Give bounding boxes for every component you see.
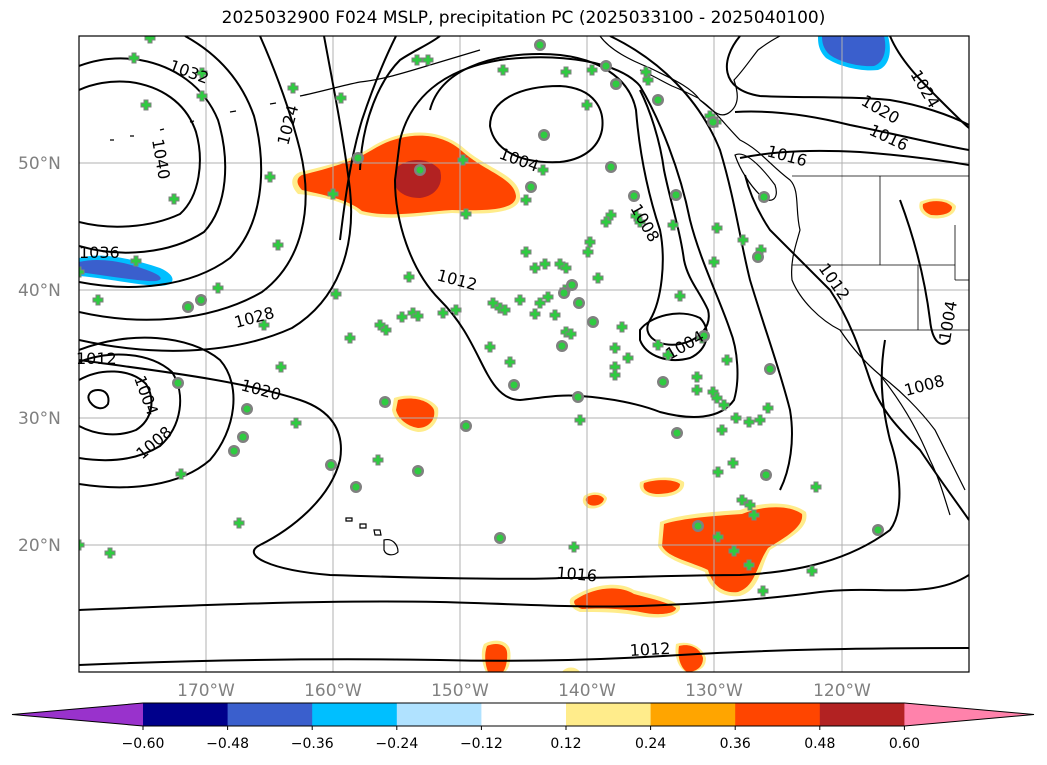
colorbar-tick-label: 0.48 (804, 736, 835, 752)
lon-label-170w: 170°W (177, 681, 235, 701)
graticule (79, 36, 969, 672)
lon-label-120w: 120°W (813, 681, 871, 701)
colorbar-tick-label: −0.60 (122, 736, 165, 752)
isobar-label: 1016 (556, 563, 598, 585)
colorbar-tick-label: 0.24 (635, 736, 666, 752)
colorbar-segment (735, 703, 821, 726)
colorbar-segment (819, 703, 905, 726)
colorbar-tick-label: 0.60 (889, 736, 920, 752)
colorbar-segment (481, 703, 567, 726)
lat-label-40n: 40°N (18, 281, 61, 301)
colorbar: −0.60 −0.48 −0.36 −0.24 −0.12 0.12 0.24 0.36 0.4… (11, 702, 1035, 752)
lat-label-50n: 50°N (18, 154, 61, 174)
colorbar-segment (650, 703, 736, 726)
colorbar-segment (143, 703, 229, 726)
coastlines (110, 36, 966, 556)
lon-label-160w: 160°W (304, 681, 362, 701)
colorbar-segment (227, 703, 313, 726)
colorbar-tick-label: −0.12 (460, 736, 503, 752)
isobar-label: 1036 (79, 243, 120, 262)
colorbar-extend-max (904, 703, 1034, 726)
colorbar-tick-label: −0.24 (375, 736, 418, 752)
colorbar-segment (312, 703, 398, 726)
lon-label-130w: 130°W (685, 681, 743, 701)
map-title: 2025032900 F024 MSLP, precipitation PC (… (221, 8, 826, 28)
colorbar-segment (396, 703, 482, 726)
isobars (79, 36, 969, 666)
lon-label-140w: 140°W (558, 681, 616, 701)
isobar-label: 1012 (76, 349, 117, 368)
colorbar-tick-label: −0.36 (291, 736, 334, 752)
lon-label-150w: 150°W (431, 681, 489, 701)
colorbar-tick-label: 0.12 (550, 736, 581, 752)
isobar-label: 1012 (629, 639, 671, 660)
lat-label-20n: 20°N (18, 536, 61, 556)
map-frame (78, 35, 970, 673)
lat-label-30n: 30°N (18, 409, 61, 429)
colorbar-segment (566, 703, 652, 726)
borders (792, 175, 969, 331)
latitude-axis: 20°N 30°N 40°N 50°N (18, 154, 61, 556)
colorbar-tick-label: −0.48 (206, 736, 249, 752)
map-area (79, 36, 969, 672)
longitude-axis: 170°W 160°W 150°W 140°W 130°W 120°W (177, 681, 871, 701)
colorbar-extend-min (12, 703, 143, 726)
colorbar-tick-label: 0.36 (720, 736, 751, 752)
